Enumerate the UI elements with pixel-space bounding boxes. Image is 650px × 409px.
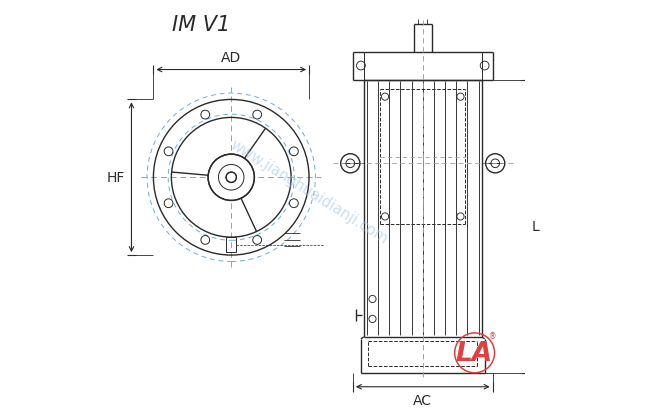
- Text: www.jianghuaidianji.com: www.jianghuaidianji.com: [227, 137, 391, 247]
- Text: IM V1: IM V1: [172, 15, 231, 35]
- Circle shape: [226, 173, 237, 183]
- Bar: [226, 238, 237, 253]
- Text: ®: ®: [489, 332, 497, 341]
- Text: AD: AD: [221, 51, 241, 65]
- Text: AC: AC: [413, 393, 432, 407]
- Text: L: L: [532, 220, 539, 234]
- Text: HF: HF: [107, 171, 125, 185]
- Circle shape: [208, 155, 254, 201]
- Text: LA: LA: [455, 340, 493, 366]
